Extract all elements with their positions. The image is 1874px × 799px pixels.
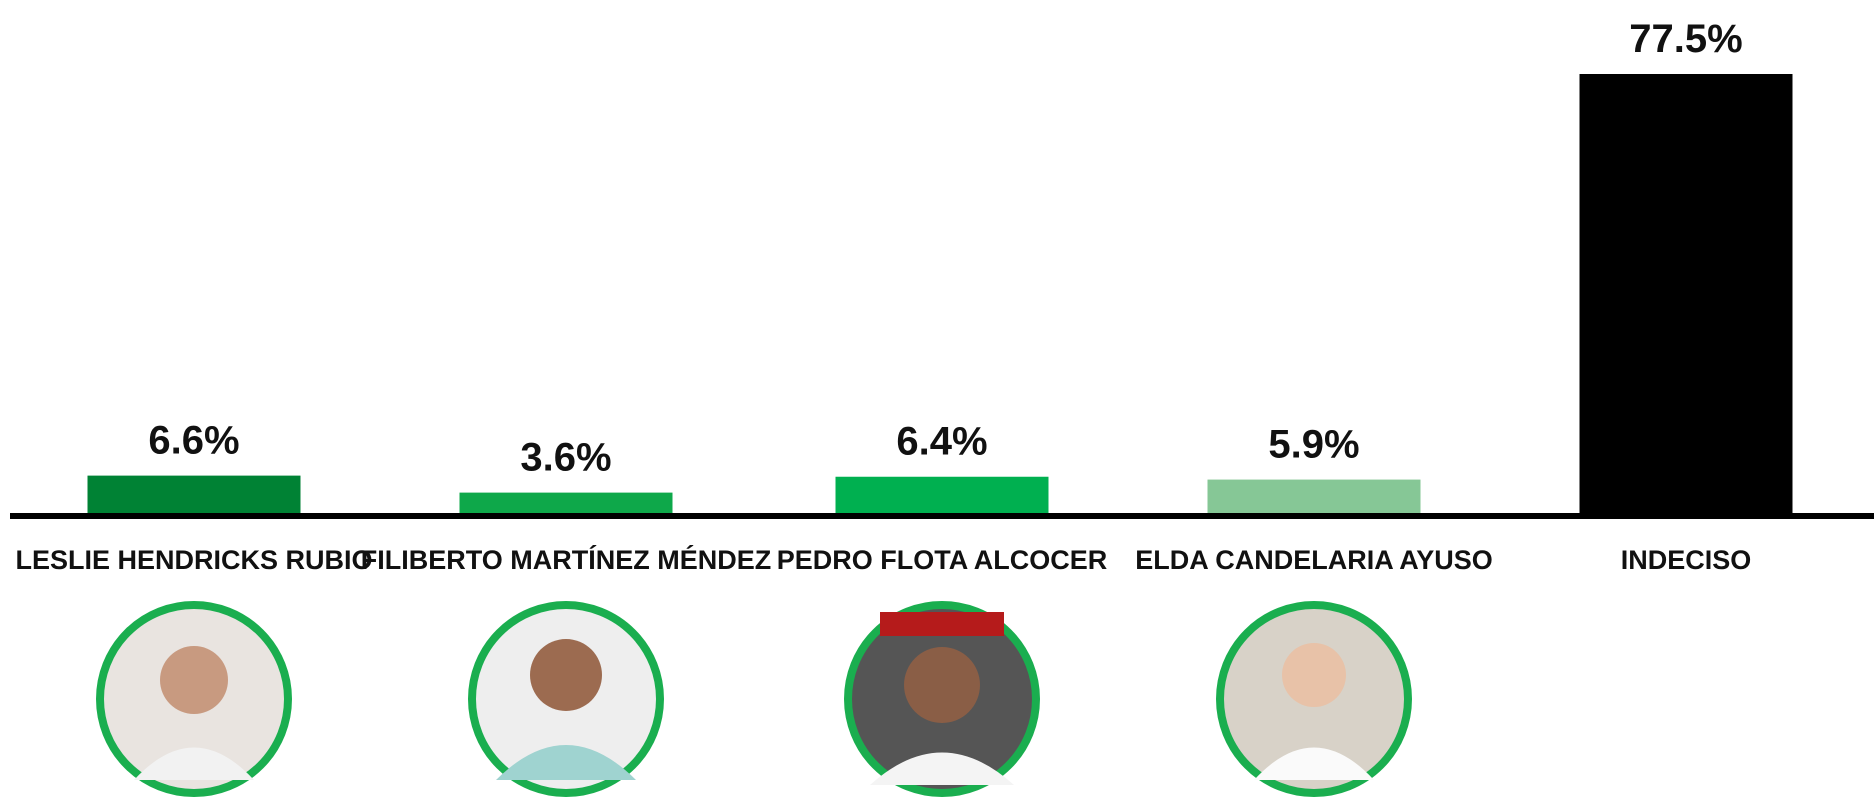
value-label: 3.6% [520, 436, 611, 480]
bar [87, 475, 301, 513]
bar [1579, 74, 1793, 513]
photo [468, 601, 664, 797]
category-label: ELDA CANDELARIA AYUSO [1135, 545, 1493, 575]
bar [459, 492, 673, 513]
value-label: 5.9% [1268, 423, 1359, 467]
category-label: PEDRO FLOTA ALCOCER [777, 545, 1108, 575]
value-label: 6.4% [896, 420, 987, 464]
bar [835, 476, 1049, 513]
value-label: 77.5% [1629, 17, 1742, 61]
category-label: FILIBERTO MARTÍNEZ MÉNDEZ [361, 544, 771, 575]
category-label: LESLIE HENDRICKS RUBIO [15, 545, 372, 575]
bar [1207, 479, 1421, 513]
photo [844, 601, 1040, 797]
photo [96, 601, 292, 797]
category-label: INDECISO [1621, 545, 1752, 575]
candidate-photos [96, 601, 1412, 797]
value-label: 6.6% [148, 419, 239, 463]
photo [1216, 601, 1412, 797]
